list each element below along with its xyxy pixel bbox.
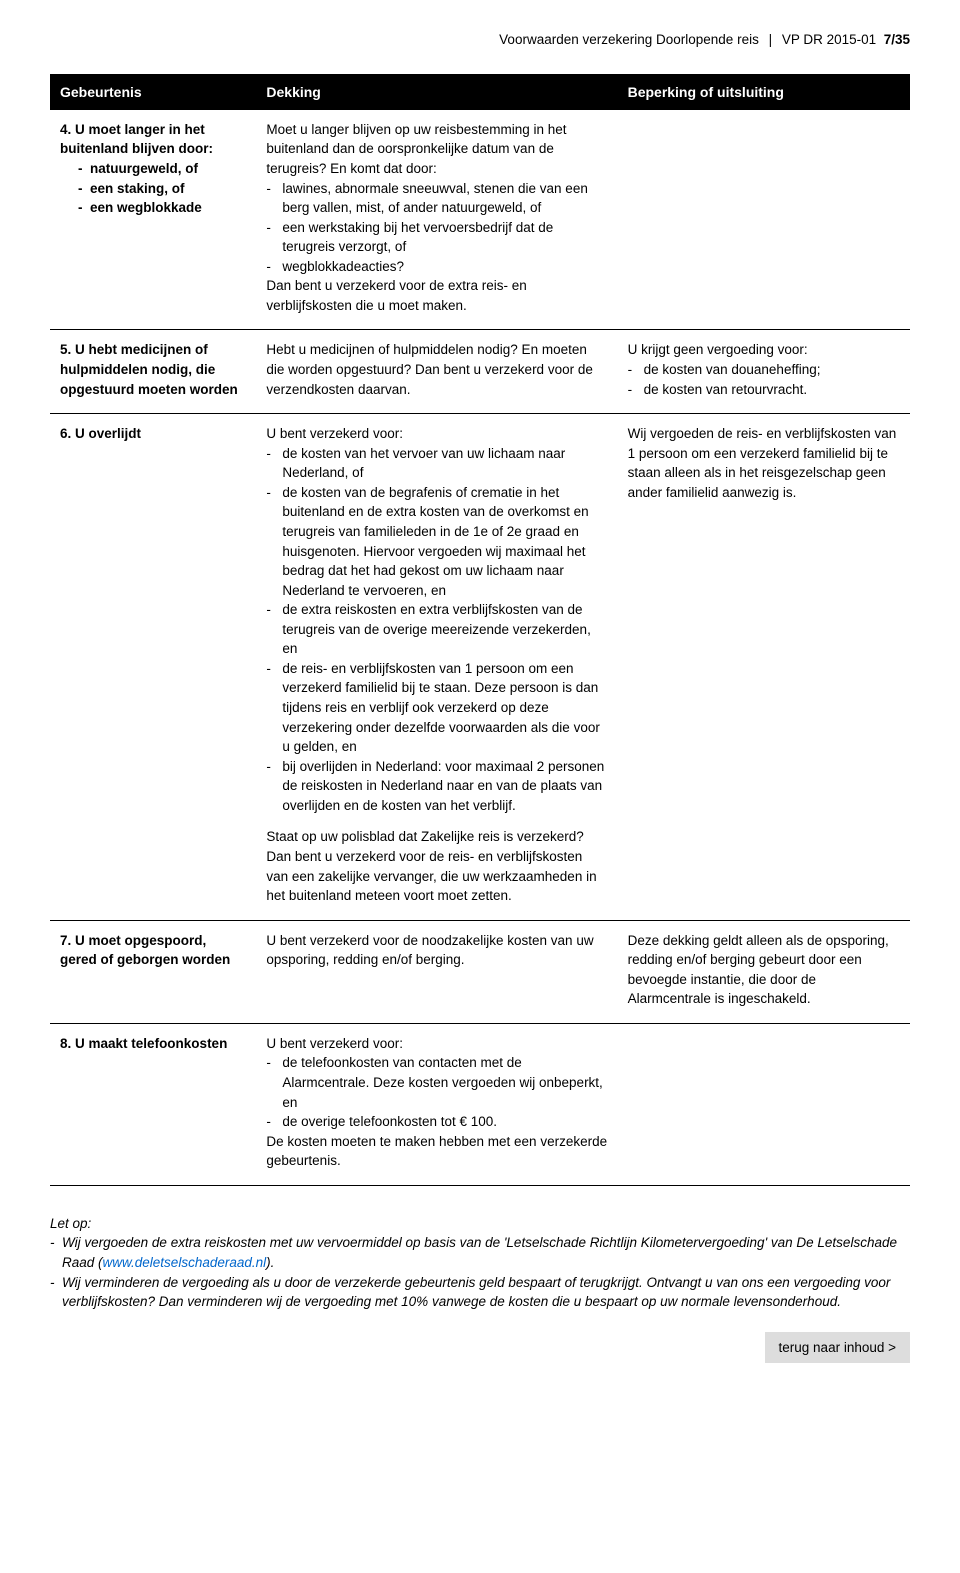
page-number: 7/35 bbox=[880, 32, 910, 47]
beperking-cell bbox=[618, 110, 910, 330]
list-item: de reis- en verblijfskosten van 1 persoo… bbox=[266, 659, 607, 757]
let-op-list: Wij vergoeden de extra reiskosten met uw… bbox=[50, 1233, 910, 1311]
col-beperking: Beperking of uitsluiting bbox=[618, 74, 910, 110]
let-op-item: Wij vergoeden de extra reiskosten met uw… bbox=[50, 1233, 910, 1272]
dekking-cell: Hebt u medicijnen of hulpmiddelen nodig?… bbox=[256, 330, 617, 414]
dekking-text: U bent verzekerd voor de noodzakelijke k… bbox=[266, 931, 607, 970]
event-cell: 8. U maakt telefoonkosten bbox=[50, 1023, 256, 1185]
event-num: 4. bbox=[60, 122, 71, 137]
list-item: de extra reiskosten en extra verblijfsko… bbox=[266, 600, 607, 659]
doc-title: Voorwaarden verzekering Doorlopende reis bbox=[499, 32, 759, 47]
footer-nav: terug naar inhoud > bbox=[50, 1332, 910, 1384]
dekking-outro: De kosten moeten te maken hebben met een… bbox=[266, 1132, 607, 1171]
dekking-list: de kosten van het vervoer van uw lichaam… bbox=[266, 444, 607, 816]
divider-icon: | bbox=[769, 32, 773, 47]
dekking-cell: U bent verzekerd voor: de telefoonkosten… bbox=[256, 1023, 617, 1185]
dekking-intro: Moet u langer blijven op uw reisbestemmi… bbox=[266, 120, 607, 179]
col-dekking: Dekking bbox=[256, 74, 617, 110]
list-item: de kosten van het vervoer van uw lichaam… bbox=[266, 444, 607, 483]
event-title: U maakt telefoonkosten bbox=[75, 1036, 227, 1051]
table-row: 6. U overlijdt U bent verzekerd voor: de… bbox=[50, 414, 910, 921]
list-item: de kosten van retourvracht. bbox=[628, 380, 900, 400]
list-item: de telefoonkosten van contacten met de A… bbox=[266, 1053, 607, 1112]
beperking-cell: Wij vergoeden de reis- en verblijfskoste… bbox=[618, 414, 910, 921]
event-subitem: een wegblokkade bbox=[78, 198, 246, 218]
dekking-cell: U bent verzekerd voor: de kosten van het… bbox=[256, 414, 617, 921]
table-header-row: Gebeurtenis Dekking Beperking of uitslui… bbox=[50, 74, 910, 110]
event-cell: 7. U moet opgespoord, gered of geborgen … bbox=[50, 920, 256, 1023]
event-title: U moet opgespoord, gered of geborgen wor… bbox=[60, 933, 230, 968]
list-item: bij overlijden in Nederland: voor maxima… bbox=[266, 757, 607, 816]
event-subitem: natuurgeweld, of bbox=[78, 159, 246, 179]
event-title: U overlijdt bbox=[75, 426, 141, 441]
beperking-text: Deze dekking geldt alleen als de opspori… bbox=[628, 931, 900, 1009]
beperking-list: de kosten van douaneheffing; de kosten v… bbox=[628, 360, 900, 399]
event-num: 7. bbox=[60, 933, 71, 948]
table-row: 5. U hebt medicijnen of hulpmiddelen nod… bbox=[50, 330, 910, 414]
table-row: 7. U moet opgespoord, gered of geborgen … bbox=[50, 920, 910, 1023]
event-title: U moet langer in het buitenland blijven … bbox=[60, 122, 213, 157]
dekking-intro: U bent verzekerd voor: bbox=[266, 1034, 607, 1054]
dekking-list: lawines, abnormale sneeuwval, stenen die… bbox=[266, 179, 607, 277]
dekking-intro: U bent verzekerd voor: bbox=[266, 424, 607, 444]
beperking-cell: U krijgt geen vergoeding voor: de kosten… bbox=[618, 330, 910, 414]
list-item: de kosten van de begrafenis of crematie … bbox=[266, 483, 607, 600]
let-op-title: Let op: bbox=[50, 1214, 910, 1234]
event-subitem: een staking, of bbox=[78, 179, 246, 199]
beperking-cell: Deze dekking geldt alleen als de opspori… bbox=[618, 920, 910, 1023]
beperking-intro: U krijgt geen vergoeding voor: bbox=[628, 340, 900, 360]
event-num: 6. bbox=[60, 426, 71, 441]
doc-code: VP DR 2015-01 bbox=[782, 32, 876, 47]
list-item: de kosten van douaneheffing; bbox=[628, 360, 900, 380]
event-title: U hebt medicijnen of hulpmiddelen nodig,… bbox=[60, 342, 238, 396]
list-item: een werkstaking bij het vervoersbedrijf … bbox=[266, 218, 607, 257]
event-sublist: natuurgeweld, of een staking, of een weg… bbox=[60, 159, 246, 218]
table-row: 4. U moet langer in het buitenland blijv… bbox=[50, 110, 910, 330]
dekking-cell: U bent verzekerd voor de noodzakelijke k… bbox=[256, 920, 617, 1023]
list-item: lawines, abnormale sneeuwval, stenen die… bbox=[266, 179, 607, 218]
coverage-table: Gebeurtenis Dekking Beperking of uitslui… bbox=[50, 74, 910, 1186]
page-header: Voorwaarden verzekering Doorlopende reis… bbox=[50, 30, 910, 50]
let-op-text-post: ). bbox=[266, 1255, 274, 1270]
letselschade-link[interactable]: www.deletselschaderaad.nl bbox=[103, 1255, 267, 1270]
beperking-text: Wij vergoeden de reis- en verblijfskoste… bbox=[628, 424, 900, 502]
event-cell: 6. U overlijdt bbox=[50, 414, 256, 921]
dekking-text: Hebt u medicijnen of hulpmiddelen nodig?… bbox=[266, 340, 607, 399]
dekking-para2: Staat op uw polisblad dat Zakelijke reis… bbox=[266, 827, 607, 905]
let-op-item: Wij verminderen de vergoeding als u door… bbox=[50, 1273, 910, 1312]
dekking-cell: Moet u langer blijven op uw reisbestemmi… bbox=[256, 110, 617, 330]
col-gebeurtenis: Gebeurtenis bbox=[50, 74, 256, 110]
list-item: de overige telefoonkosten tot € 100. bbox=[266, 1112, 607, 1132]
dekking-list: de telefoonkosten van contacten met de A… bbox=[266, 1053, 607, 1131]
event-num: 8. bbox=[60, 1036, 71, 1051]
beperking-cell bbox=[618, 1023, 910, 1185]
table-row: 8. U maakt telefoonkosten U bent verzeke… bbox=[50, 1023, 910, 1185]
let-op-block: Let op: Wij vergoeden de extra reiskoste… bbox=[50, 1214, 910, 1312]
back-to-contents-button[interactable]: terug naar inhoud > bbox=[765, 1332, 910, 1364]
event-num: 5. bbox=[60, 342, 71, 357]
event-cell: 5. U hebt medicijnen of hulpmiddelen nod… bbox=[50, 330, 256, 414]
list-item: wegblokkadeacties? bbox=[266, 257, 607, 277]
dekking-outro: Dan bent u verzekerd voor de extra reis-… bbox=[266, 276, 607, 315]
event-cell: 4. U moet langer in het buitenland blijv… bbox=[50, 110, 256, 330]
